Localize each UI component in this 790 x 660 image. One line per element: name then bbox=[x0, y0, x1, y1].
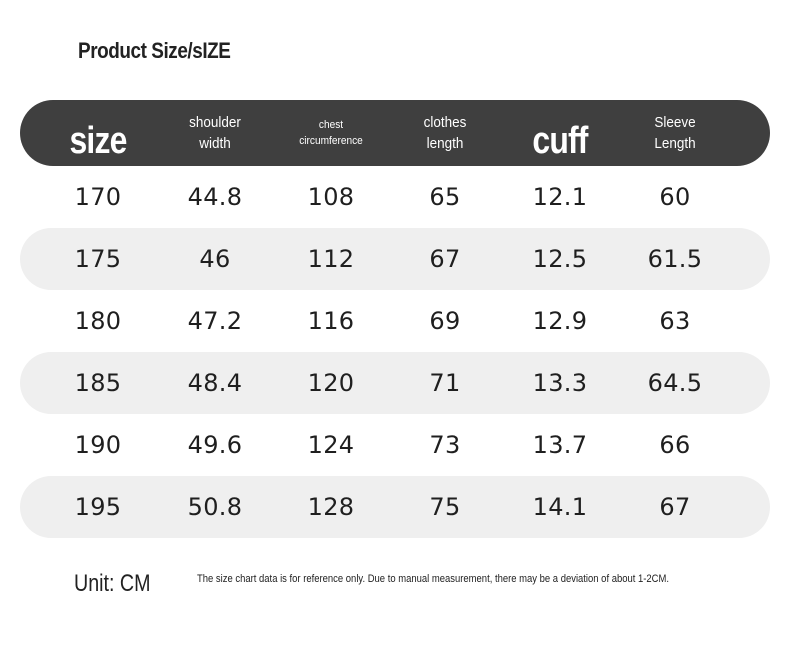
table-row: 185 48.4 120 71 13.3 64.5 bbox=[20, 352, 770, 414]
cell-size: 190 bbox=[74, 431, 122, 459]
table-row: 180 47.2 116 69 12.9 63 bbox=[20, 290, 770, 352]
table-row: 175 46 112 67 12.5 61.5 bbox=[20, 228, 770, 290]
cell-cuff: 12.5 bbox=[532, 245, 588, 273]
cell-chest-circumference: 112 bbox=[307, 245, 355, 273]
header-clothes-length: clothes length bbox=[423, 114, 467, 152]
cell-chest-circumference: 128 bbox=[307, 493, 355, 521]
cell-sleeve-length: 67 bbox=[659, 493, 691, 521]
cell-cuff: 12.1 bbox=[532, 183, 588, 211]
size-chart-table: size shoulder width chest circumference … bbox=[20, 100, 770, 538]
cell-sleeve-length: 60 bbox=[659, 183, 691, 211]
measurement-disclaimer: The size chart data is for reference onl… bbox=[197, 573, 670, 585]
cell-sleeve-length: 63 bbox=[659, 307, 691, 335]
cell-sleeve-length: 64.5 bbox=[647, 369, 703, 397]
header-shoulder-width: shoulder width bbox=[189, 114, 241, 152]
unit-label: Unit: CM bbox=[74, 570, 151, 597]
cell-chest-circumference: 108 bbox=[307, 183, 355, 211]
header-chest-circumference: chest circumference bbox=[299, 119, 363, 147]
table-row: 195 50.8 128 75 14.1 67 bbox=[20, 476, 770, 538]
cell-shoulder-width: 44.8 bbox=[187, 183, 243, 211]
table-header: size shoulder width chest circumference … bbox=[20, 100, 770, 166]
cell-clothes-length: 75 bbox=[429, 493, 461, 521]
cell-clothes-length: 73 bbox=[429, 431, 461, 459]
cell-size: 175 bbox=[74, 245, 122, 273]
cell-chest-circumference: 120 bbox=[307, 369, 355, 397]
cell-shoulder-width: 48.4 bbox=[187, 369, 243, 397]
cell-chest-circumference: 124 bbox=[307, 431, 355, 459]
cell-size: 185 bbox=[74, 369, 122, 397]
cell-clothes-length: 67 bbox=[429, 245, 461, 273]
cell-cuff: 12.9 bbox=[532, 307, 588, 335]
header-cuff: cuff bbox=[532, 119, 588, 162]
cell-chest-circumference: 116 bbox=[307, 307, 355, 335]
cell-cuff: 13.3 bbox=[532, 369, 588, 397]
cell-clothes-length: 71 bbox=[429, 369, 461, 397]
table-row: 190 49.6 124 73 13.7 66 bbox=[20, 414, 770, 476]
cell-shoulder-width: 47.2 bbox=[187, 307, 243, 335]
cell-sleeve-length: 61.5 bbox=[647, 245, 703, 273]
table-row: 170 44.8 108 65 12.1 60 bbox=[20, 166, 770, 228]
cell-size: 195 bbox=[74, 493, 122, 521]
header-size: size bbox=[69, 119, 128, 162]
cell-sleeve-length: 66 bbox=[659, 431, 691, 459]
cell-shoulder-width: 46 bbox=[199, 245, 231, 273]
cell-size: 170 bbox=[74, 183, 122, 211]
page-title: Product Size/sIZE bbox=[78, 38, 231, 63]
cell-clothes-length: 69 bbox=[429, 307, 461, 335]
cell-cuff: 13.7 bbox=[532, 431, 588, 459]
cell-cuff: 14.1 bbox=[532, 493, 588, 521]
cell-shoulder-width: 49.6 bbox=[187, 431, 243, 459]
cell-shoulder-width: 50.8 bbox=[187, 493, 243, 521]
cell-size: 180 bbox=[74, 307, 122, 335]
cell-clothes-length: 65 bbox=[429, 183, 461, 211]
header-sleeve-length: Sleeve Length bbox=[654, 114, 696, 152]
